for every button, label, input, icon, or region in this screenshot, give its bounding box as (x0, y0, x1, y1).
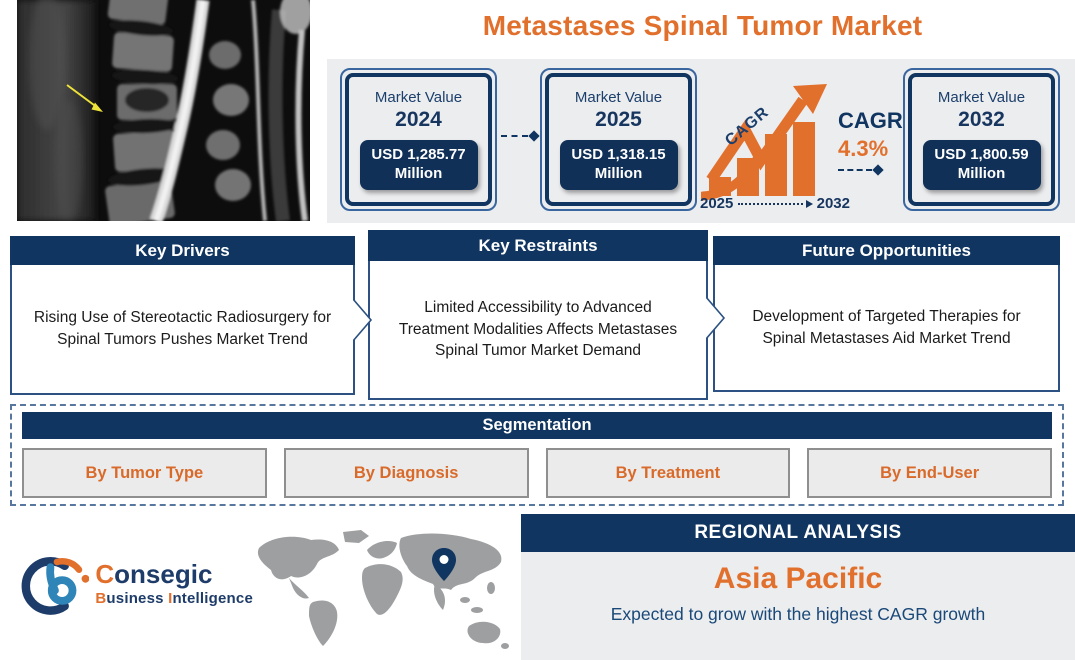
market-value-amount: USD 1,800.59 Million (922, 140, 1041, 190)
segmentation-title: Segmentation (22, 412, 1052, 439)
future-opportunities-panel: Future Opportunities Development of Targ… (713, 236, 1060, 392)
segment-by-treatment: By Treatment (545, 448, 791, 498)
chevron-right-icon (353, 299, 373, 341)
consegic-logo: Consegic Business Intelligence (18, 536, 253, 632)
dotted-line (738, 202, 803, 205)
regional-analysis-section: REGIONAL ANALYSIS Asia Pacific Expected … (521, 514, 1075, 660)
consegic-logo-mark (21, 557, 90, 615)
key-drivers-text: Rising Use of Stereotactic Radiosurgery … (10, 265, 355, 395)
dashed-connector (838, 164, 884, 176)
segment-by-diagnosis: By Diagnosis (283, 448, 529, 498)
chevron-right-icon (706, 297, 726, 339)
market-value-card-2024: Market Value 2024 USD 1,285.77 Million (340, 68, 497, 211)
logo-name: Consegic (95, 558, 213, 589)
cagr-growth-chart-icon (701, 84, 827, 201)
segmentation-row: By Tumor Type By Diagnosis By Treatment … (22, 448, 1052, 498)
page-title: Metastases Spinal Tumor Market (482, 10, 923, 41)
future-opportunities-text: Development of Targeted Therapies for Sp… (713, 265, 1060, 392)
key-restraints-text: Limited Accessibility to Advanced Treatm… (368, 261, 708, 400)
regional-analysis-title: REGIONAL ANALYSIS (521, 514, 1075, 552)
market-value-amount: USD 1,285.77 Million (359, 140, 478, 190)
market-value-card-2025: Market Value 2025 USD 1,318.15 Million (540, 68, 697, 211)
market-value-label: Market Value (374, 89, 463, 107)
cagr-value: 4.3% (838, 136, 889, 161)
region-name: Asia Pacific (713, 562, 883, 595)
arrow-head-icon (805, 199, 813, 208)
segment-by-tumor-type: By Tumor Type (22, 448, 267, 498)
cagr-year-range: 2025 2032 (700, 195, 850, 212)
future-opportunities-title: Future Opportunities (713, 236, 1060, 265)
key-restraints-title: Key Restraints (368, 230, 708, 261)
spine-mri-image (17, 0, 310, 221)
market-value-label: Market Value (574, 89, 663, 107)
cagr-label: CAGR (838, 108, 903, 133)
world-map (257, 530, 509, 649)
market-value-year: 2024 (395, 108, 442, 132)
diamond-icon (528, 130, 540, 142)
mri-arrow-annotation (66, 84, 103, 112)
market-value-year: 2025 (595, 108, 642, 132)
diamond-icon (872, 164, 884, 176)
key-drivers-title: Key Drivers (10, 236, 355, 265)
market-value-label: Market Value (937, 89, 1026, 107)
market-value-card-2032: Market Value 2032 USD 1,800.59 Million (903, 68, 1060, 211)
cagr-end-year: 2032 (816, 195, 850, 212)
market-value-year: 2032 (958, 108, 1005, 132)
logo-subtitle: Business Intelligence (95, 590, 253, 608)
segmentation-section: Segmentation By Tumor Type By Diagnosis … (10, 404, 1064, 506)
key-restraints-panel: Key Restraints Limited Accessibility to … (368, 230, 708, 400)
market-value-amount: USD 1,318.15 Million (559, 140, 678, 190)
dashed-connector (501, 130, 540, 142)
regional-analysis-body: Asia Pacific Expected to grow with the h… (521, 552, 1075, 660)
cagr-start-year: 2025 (700, 195, 734, 212)
key-drivers-panel: Key Drivers Rising Use of Stereotactic R… (10, 236, 355, 395)
segment-by-end-user: By End-User (807, 448, 1052, 498)
location-pin-icon (432, 548, 456, 581)
region-caption: Expected to grow with the highest CAGR g… (610, 604, 986, 624)
